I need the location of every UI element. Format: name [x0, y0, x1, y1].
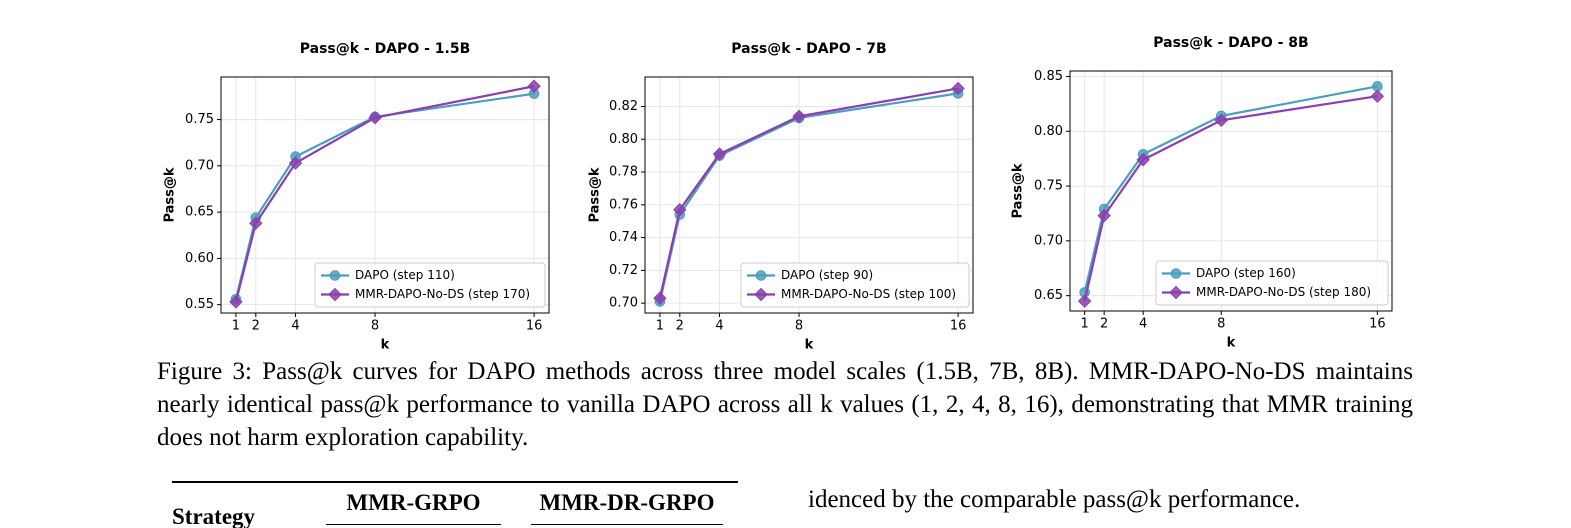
y-tick-label: 0.80 — [609, 132, 638, 147]
legend-marker — [755, 270, 767, 281]
x-tick-label: 2 — [1100, 317, 1108, 332]
chart-title: Pass@k - DAPO - 8B — [1153, 35, 1308, 51]
chart: 0.65 0.70 0.75 0.80 0.85 1 2 4 8 16 Pass@k - DAPO … — [1011, 35, 1393, 351]
legend-label: MMR-DAPO-No-DS (step 170) — [355, 287, 530, 301]
legend-label: DAPO (step 160) — [1196, 266, 1296, 280]
table-header: MMR-GRPO — [346, 490, 481, 515]
legend-marker — [1170, 268, 1182, 279]
x-tick-label: 8 — [371, 319, 379, 334]
y-tick-label: 0.65 — [1034, 288, 1063, 303]
x-axis-label: k — [1227, 336, 1236, 351]
table-header: MMR-DR-GRPO — [539, 490, 715, 515]
data-point — [1214, 113, 1228, 128]
data-point — [712, 147, 727, 161]
x-tick-label: 16 — [950, 319, 967, 334]
y-tick-label: 0.74 — [609, 230, 638, 245]
y-tick-label: 0.82 — [609, 99, 638, 114]
table-top-rule — [172, 481, 738, 483]
data-point — [1136, 153, 1150, 167]
legend-marker — [1169, 285, 1183, 300]
data-point — [288, 156, 303, 170]
y-axis-label: Pass@k — [588, 167, 603, 222]
x-tick-label: 2 — [676, 319, 684, 334]
x-tick-label: 16 — [1369, 317, 1386, 332]
y-tick-label: 0.60 — [185, 251, 214, 266]
chart-title: Pass@k - DAPO - 7B — [731, 41, 886, 57]
legend-box — [314, 262, 546, 308]
data-point — [1077, 294, 1092, 308]
data-point — [249, 216, 263, 230]
data-point — [368, 111, 382, 125]
x-tick-label: 8 — [1217, 317, 1225, 332]
chart: 0.55 0.60 0.65 0.70 0.75 1 2 4 8 16 Pass@k - DAPO … — [163, 41, 550, 353]
data-point — [673, 203, 687, 217]
x-tick-label: 4 — [715, 319, 723, 334]
x-tick-label: 8 — [795, 319, 803, 334]
legend-box — [1155, 260, 1389, 306]
y-tick-label: 0.72 — [609, 263, 638, 278]
table-subrule — [326, 524, 501, 525]
table-subrule — [531, 524, 723, 525]
x-tick-label: 1 — [1080, 317, 1088, 332]
plot-frame — [1069, 70, 1393, 312]
data-point — [1097, 208, 1111, 223]
y-tick-label: 0.76 — [609, 197, 638, 212]
x-tick-label: 16 — [526, 319, 543, 334]
x-tick-label: 2 — [252, 319, 260, 334]
legend-label: MMR-DAPO-No-DS (step 100) — [781, 287, 956, 301]
chart: 0.70 0.72 0.74 0.76 0.78 0.80 0.82 1 2 4 8 16 Pass@k… — [588, 41, 974, 353]
y-tick-label: 0.80 — [1034, 124, 1063, 139]
data-point — [951, 81, 965, 96]
x-axis-label: k — [381, 338, 390, 353]
body-text: idenced by the comparable pass@k perform… — [808, 486, 1301, 513]
y-axis-label: Pass@k — [1011, 163, 1026, 218]
plot-frame — [644, 76, 974, 314]
figure-caption: Figure 3: Pass@k curves for DAPO methods… — [157, 358, 1413, 451]
data-point — [229, 295, 243, 309]
x-tick-label: 1 — [656, 319, 664, 334]
y-tick-label: 0.70 — [185, 158, 214, 173]
y-tick-label: 0.78 — [609, 165, 638, 180]
y-tick-label: 0.55 — [185, 297, 214, 312]
chart-title: Pass@k - DAPO - 1.5B — [300, 41, 471, 57]
data-point — [653, 291, 667, 305]
legend-label: MMR-DAPO-No-DS (step 180) — [1196, 285, 1371, 299]
legend-label: DAPO (step 90) — [781, 268, 873, 282]
y-tick-label: 0.70 — [1034, 233, 1063, 248]
x-axis-label: k — [805, 338, 814, 353]
y-tick-label: 0.70 — [609, 296, 638, 311]
data-point — [792, 109, 806, 124]
legend-label: DAPO (step 110) — [355, 268, 455, 282]
x-tick-label: 4 — [291, 319, 299, 334]
y-tick-label: 0.85 — [1034, 69, 1063, 84]
y-tick-label: 0.75 — [1034, 179, 1063, 194]
y-axis-label: Pass@k — [163, 167, 178, 222]
x-tick-label: 4 — [1139, 317, 1147, 332]
legend-marker — [329, 270, 341, 281]
legend-marker — [754, 287, 768, 302]
data-point — [527, 79, 541, 93]
x-tick-label: 1 — [232, 319, 240, 334]
y-tick-label: 0.65 — [185, 205, 214, 220]
data-point — [1370, 89, 1385, 103]
table-header: Strategy — [172, 504, 256, 528]
legend-marker — [328, 287, 342, 302]
legend-box — [740, 262, 970, 308]
plot-frame — [220, 76, 550, 314]
y-tick-label: 0.75 — [185, 112, 214, 127]
